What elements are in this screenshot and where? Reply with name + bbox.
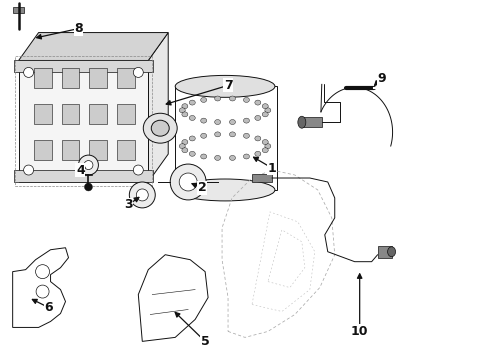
- Ellipse shape: [262, 112, 268, 117]
- Text: 8: 8: [74, 22, 83, 35]
- Ellipse shape: [215, 156, 220, 161]
- Ellipse shape: [262, 140, 268, 144]
- Ellipse shape: [244, 154, 249, 159]
- Ellipse shape: [229, 96, 236, 101]
- Circle shape: [133, 67, 143, 77]
- Text: 6: 6: [44, 301, 53, 314]
- Ellipse shape: [201, 133, 207, 138]
- Ellipse shape: [201, 98, 207, 102]
- Circle shape: [24, 165, 34, 175]
- Bar: [378, 246, 392, 258]
- Polygon shape: [19, 32, 168, 60]
- Ellipse shape: [182, 140, 188, 144]
- Bar: [90, 140, 107, 160]
- Ellipse shape: [189, 100, 196, 105]
- Bar: [62, 140, 79, 160]
- Ellipse shape: [298, 116, 306, 128]
- Ellipse shape: [255, 100, 261, 105]
- Ellipse shape: [244, 98, 249, 102]
- Bar: [118, 140, 135, 160]
- Ellipse shape: [175, 179, 275, 201]
- Bar: [90, 104, 107, 124]
- Ellipse shape: [262, 104, 268, 109]
- Bar: [62, 68, 79, 88]
- Ellipse shape: [255, 136, 261, 141]
- Text: 5: 5: [201, 335, 210, 348]
- Bar: [14, 60, 153, 72]
- Ellipse shape: [189, 116, 196, 121]
- Bar: [90, 68, 107, 88]
- Circle shape: [179, 173, 197, 191]
- Ellipse shape: [182, 112, 188, 117]
- Bar: [34, 104, 51, 124]
- Ellipse shape: [215, 132, 220, 137]
- Ellipse shape: [255, 116, 261, 121]
- Ellipse shape: [265, 108, 271, 113]
- Text: 9: 9: [377, 72, 386, 85]
- Ellipse shape: [189, 151, 196, 156]
- Ellipse shape: [182, 148, 188, 153]
- Ellipse shape: [255, 151, 261, 156]
- Bar: [118, 104, 135, 124]
- Ellipse shape: [215, 96, 220, 101]
- Text: 2: 2: [198, 181, 206, 194]
- Ellipse shape: [201, 154, 207, 159]
- Ellipse shape: [179, 108, 185, 113]
- Text: 10: 10: [351, 325, 368, 338]
- Bar: [14, 170, 153, 182]
- Ellipse shape: [244, 133, 249, 138]
- Ellipse shape: [143, 113, 177, 143]
- Circle shape: [24, 67, 34, 77]
- Bar: [118, 68, 135, 88]
- Ellipse shape: [189, 136, 196, 141]
- Circle shape: [170, 164, 206, 200]
- Ellipse shape: [229, 132, 236, 137]
- Circle shape: [78, 155, 98, 175]
- Circle shape: [84, 183, 93, 191]
- Circle shape: [133, 165, 143, 175]
- Ellipse shape: [388, 247, 395, 257]
- Bar: [13, 7, 24, 13]
- Text: 4: 4: [76, 163, 85, 176]
- Ellipse shape: [175, 75, 275, 97]
- Ellipse shape: [244, 118, 249, 123]
- Bar: [62, 104, 79, 124]
- Polygon shape: [19, 60, 148, 182]
- Polygon shape: [148, 32, 168, 182]
- Ellipse shape: [201, 118, 207, 123]
- Text: 3: 3: [124, 198, 133, 211]
- Ellipse shape: [179, 144, 185, 149]
- Ellipse shape: [215, 120, 220, 125]
- Ellipse shape: [229, 156, 236, 161]
- Ellipse shape: [151, 120, 169, 136]
- Ellipse shape: [265, 144, 271, 149]
- Text: 7: 7: [223, 79, 232, 92]
- Ellipse shape: [229, 120, 236, 125]
- Bar: [302, 117, 322, 127]
- Ellipse shape: [262, 148, 268, 153]
- Circle shape: [129, 182, 155, 208]
- Circle shape: [84, 161, 93, 170]
- Bar: [252, 174, 272, 182]
- Ellipse shape: [182, 104, 188, 109]
- Circle shape: [136, 189, 148, 201]
- Text: 1: 1: [268, 162, 276, 175]
- Bar: [34, 140, 51, 160]
- Bar: [34, 68, 51, 88]
